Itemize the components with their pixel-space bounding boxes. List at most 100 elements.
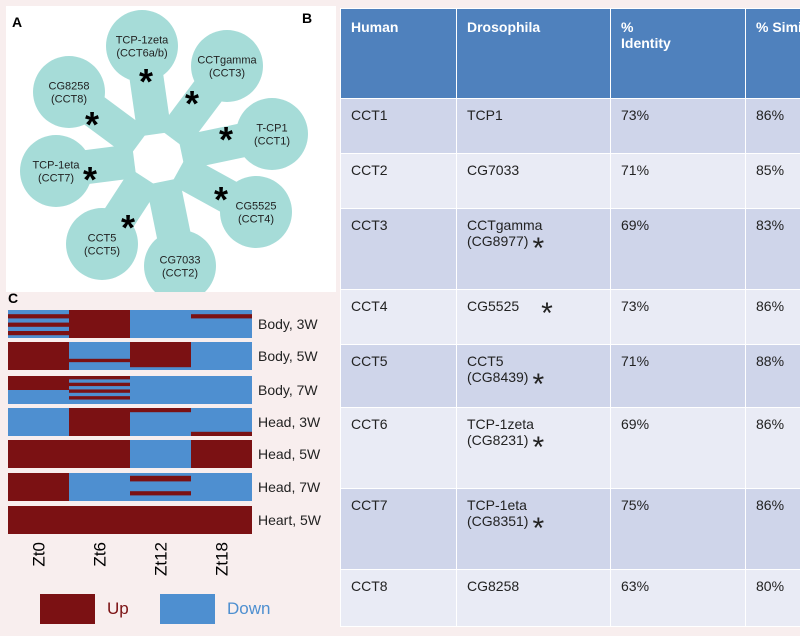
heat-stripe [130, 408, 191, 413]
cell: CCT8 [340, 569, 457, 627]
node-label: T-CP1 (CCT1) [254, 122, 290, 147]
heat-stripe [69, 382, 130, 387]
cell: CCT5 [340, 344, 457, 408]
cell: CCT5 (CG8439) * [456, 344, 611, 408]
heat-stripe [191, 506, 252, 534]
cell: 86% [745, 98, 800, 154]
header-cell: % Identity [610, 8, 746, 99]
heat-cell [130, 310, 191, 338]
table-row: CCT3 CCTgamma (CG8977) * 69% 83% [340, 208, 800, 290]
cell: TCP1 [456, 98, 611, 154]
marker: * [532, 232, 545, 265]
row-label: Head, 5W [258, 446, 321, 462]
cell: 80% [745, 569, 800, 627]
header-cell: Human [340, 8, 457, 99]
heatmap: Body, 3W Body, 5W Body, 7W Head, 3W Head, 5W… [8, 310, 322, 624]
node-label: TCP-1zeta (CCT6a/b) [116, 34, 169, 59]
heat-cell [69, 473, 130, 501]
heat-stripe [130, 475, 191, 482]
heat-stripe [8, 440, 69, 468]
node-label: TCP-1eta (CCT7) [32, 159, 80, 184]
row-label: Body, 7W [258, 382, 318, 398]
node-label: CG8258 (CCT8) [49, 80, 90, 105]
table-row: CCT5 CCT5 (CG8439) * 71% 88% [340, 344, 800, 408]
cell: CG5525 * [456, 289, 611, 345]
header-cell: Drosophila [456, 8, 611, 99]
cell: 73% [610, 98, 746, 154]
marker: * [532, 431, 545, 464]
table-row: CCT2 CG7033 71% 85% [340, 153, 800, 209]
cell-text: CG8258 [467, 578, 520, 594]
subunit [106, 10, 178, 82]
heat-stripe [69, 396, 130, 400]
cell: 73% [610, 289, 746, 345]
heat-stripe [130, 506, 191, 534]
subunit [220, 176, 292, 248]
table-row: CCT1 TCP1 73% 86% [340, 98, 800, 154]
heat-stripe [8, 376, 69, 390]
heat-cell [130, 408, 191, 436]
cell: CG8258 [456, 569, 611, 627]
panel-label: C [8, 290, 19, 306]
row-label: Head, 7W [258, 479, 321, 495]
cell: CCT4 [340, 289, 457, 345]
heat-stripe [8, 342, 69, 370]
row-label: Body, 5W [258, 348, 318, 364]
heat-stripe [69, 310, 130, 338]
legend-swatch [40, 594, 95, 624]
heat-cell [130, 376, 191, 404]
heat-stripe [69, 408, 130, 436]
legend-label: Up [107, 599, 129, 618]
node-label: CCTgamma (CCT3) [197, 54, 257, 79]
cell: TCP-1zeta (CG8231) * [456, 407, 611, 489]
cell: 88% [745, 344, 800, 408]
marker: * [139, 61, 153, 102]
marker: * [541, 297, 553, 330]
ring-diagram: TCP-1zeta (CCT6a/b)*CCTgamma (CCT3)*T-CP1(… [20, 10, 308, 302]
cell: CCT7 [340, 488, 457, 570]
marker: * [85, 104, 99, 145]
heat-stripe [69, 358, 130, 363]
row-label: Body, 3W [258, 316, 318, 332]
cell-text: TCP1 [467, 107, 503, 123]
cell: 86% [745, 289, 800, 345]
cell: CCT1 [340, 98, 457, 154]
subunit [33, 56, 105, 128]
marker: * [219, 119, 233, 160]
column-label: Zt0 [30, 542, 49, 567]
node-label: CG5525 (CCT4) [236, 200, 277, 225]
cell: 69% [610, 208, 746, 290]
cell-text: TCP-1zeta (CG8231) [467, 416, 534, 448]
subunit [191, 30, 263, 102]
heat-stripe [130, 342, 191, 368]
marker: * [185, 83, 199, 124]
heat-stripe [8, 473, 69, 501]
panel-label: B [302, 10, 313, 26]
column-label: Zt6 [91, 542, 110, 567]
heat-stripe [69, 376, 130, 380]
heat-cell [8, 408, 69, 436]
cell-text: TCP-1eta (CG8351) [467, 497, 529, 529]
heat-cell [191, 408, 252, 436]
cell-text: CG5525 [467, 298, 520, 314]
cell: 83% [745, 208, 800, 290]
cell: CG7033 [456, 153, 611, 209]
panel-c: C Body, 3W Body, 5W Body, 7W Head, 3W Head, … [0, 290, 340, 636]
subunit [20, 135, 92, 207]
cell: 86% [745, 407, 800, 489]
heat-cell [191, 342, 252, 370]
row-label: Heart, 5W [258, 512, 322, 528]
heat-stripe [8, 322, 69, 327]
table-row: CCT6 TCP-1zeta (CG8231) * 69% 86% [340, 407, 800, 489]
cell: 85% [745, 153, 800, 209]
cell: CCT3 [340, 208, 457, 290]
heat-stripe [69, 506, 130, 534]
cell: 75% [610, 488, 746, 570]
subunit [236, 98, 308, 170]
panel-label: A [12, 14, 23, 30]
cell: CCT2 [340, 153, 457, 209]
heat-stripe [8, 314, 69, 319]
